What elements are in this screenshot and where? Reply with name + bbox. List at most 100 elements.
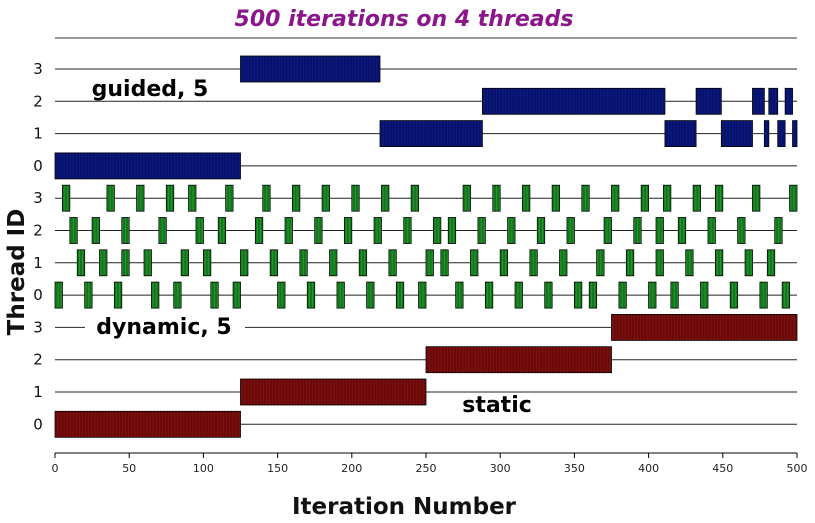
block-1-1-22 <box>714 249 724 277</box>
block-1-1-8 <box>299 249 308 277</box>
block-1-0-17 <box>574 281 583 309</box>
block-0-1-4 <box>777 120 786 147</box>
block-1-3-15 <box>551 184 560 212</box>
block-1-1-6 <box>240 249 249 277</box>
block-1-2-9 <box>343 217 353 244</box>
block-1-0-23 <box>729 281 739 309</box>
block-1-1-23 <box>744 249 753 277</box>
block-0-3-0 <box>240 55 381 83</box>
block-1-1-17 <box>559 249 568 277</box>
block-1-1-11 <box>388 249 397 277</box>
block-1-3-17 <box>611 184 620 212</box>
block-1-2-10 <box>373 217 382 244</box>
block-1-0-21 <box>670 281 679 309</box>
thread-label-0-0: 0 <box>33 157 43 175</box>
block-1-1-24 <box>766 249 776 277</box>
block-1-2-17 <box>566 217 575 244</box>
block-1-2-0 <box>69 217 78 244</box>
block-1-0-25 <box>781 281 790 309</box>
block-1-2-3 <box>158 217 167 244</box>
block-1-3-19 <box>663 184 672 212</box>
block-1-0-2 <box>113 281 123 309</box>
block-1-1-18 <box>596 249 605 277</box>
block-1-3-8 <box>321 184 330 212</box>
block-1-3-2 <box>136 184 145 212</box>
block-1-0-12 <box>418 281 427 309</box>
thread-label-1-3: 3 <box>33 189 43 207</box>
block-1-0-16 <box>544 281 553 309</box>
block-1-0-11 <box>395 281 405 309</box>
block-1-3-16 <box>581 184 590 212</box>
block-1-1-19 <box>625 249 635 277</box>
block-1-2-1 <box>91 217 100 244</box>
block-0-0-0 <box>54 152 241 180</box>
block-1-3-11 <box>410 184 419 212</box>
thread-label-2-1: 1 <box>33 383 43 401</box>
block-0-2-3 <box>768 87 779 115</box>
block-1-1-0 <box>76 249 86 277</box>
thread-label-2-3: 3 <box>33 318 43 336</box>
x-tick-0: 0 <box>52 462 59 475</box>
block-0-1-5 <box>792 120 798 147</box>
block-1-3-12 <box>462 184 471 212</box>
x-tick-500: 500 <box>787 462 808 475</box>
block-1-3-20 <box>692 184 701 212</box>
block-1-3-9 <box>351 184 360 212</box>
block-1-1-20 <box>655 249 664 277</box>
block-1-0-5 <box>210 281 219 309</box>
thread-label-0-2: 2 <box>33 92 43 110</box>
block-1-3-7 <box>292 184 301 212</box>
block-1-2-12 <box>433 217 442 244</box>
annotation-dynamic: dynamic, 5 <box>96 315 231 340</box>
x-tick-450: 450 <box>712 462 733 475</box>
block-1-0-10 <box>366 281 375 309</box>
block-1-2-11 <box>403 217 412 244</box>
block-0-2-0 <box>481 87 666 115</box>
block-1-2-2 <box>121 217 130 244</box>
block-1-1-10 <box>358 249 368 277</box>
block-1-0-9 <box>336 281 345 309</box>
block-1-2-5 <box>217 217 227 244</box>
block-1-2-21 <box>677 217 687 244</box>
block-1-0-20 <box>648 281 657 309</box>
block-1-1-15 <box>499 249 509 277</box>
block-1-3-21 <box>714 184 724 212</box>
block-1-3-18 <box>640 184 649 212</box>
block-1-3-23 <box>789 184 798 212</box>
block-2-2-0 <box>425 346 612 374</box>
block-1-0-15 <box>514 281 523 309</box>
block-1-3-5 <box>225 184 234 212</box>
thread-label-0-3: 3 <box>33 60 43 78</box>
block-1-2-19 <box>633 217 642 244</box>
block-1-1-9 <box>329 249 338 277</box>
block-1-3-0 <box>62 184 71 212</box>
x-tick-200: 200 <box>341 462 362 475</box>
annotation-dynamic-bg <box>85 312 245 340</box>
block-0-1-1 <box>664 120 697 147</box>
block-1-0-3 <box>151 281 160 309</box>
thread-label-0-1: 1 <box>33 125 43 143</box>
thread-label-1-1: 1 <box>33 254 43 272</box>
block-2-1-0 <box>240 378 427 406</box>
block-1-2-8 <box>314 217 323 244</box>
block-1-1-14 <box>470 249 479 277</box>
block-1-0-18 <box>588 281 598 309</box>
block-1-2-22 <box>707 217 716 244</box>
annotation-static: static <box>462 393 532 418</box>
x-tick-300: 300 <box>490 462 511 475</box>
block-1-2-4 <box>195 217 204 244</box>
block-1-2-13 <box>447 217 457 244</box>
block-1-3-10 <box>381 184 390 212</box>
block-1-0-13 <box>455 281 464 309</box>
block-1-3-22 <box>752 184 761 212</box>
block-0-2-2 <box>752 87 765 115</box>
block-1-3-1 <box>106 184 115 212</box>
block-1-3-4 <box>188 184 197 212</box>
block-1-1-1 <box>99 249 108 277</box>
x-tick-400: 400 <box>638 462 659 475</box>
annotation-guided: guided, 5 <box>92 77 209 102</box>
x-tick-250: 250 <box>416 462 437 475</box>
block-1-0-14 <box>484 281 494 309</box>
thread-id-labels: 3 2 1 0 3 2 1 0 3 2 1 0 <box>33 60 43 433</box>
